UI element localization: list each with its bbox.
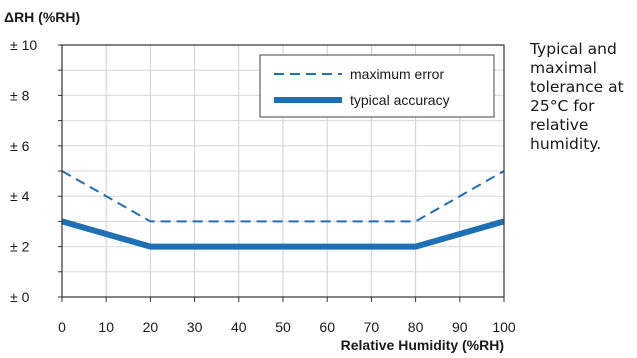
series: [61, 170, 505, 250]
x-tick-label: 60: [319, 319, 335, 335]
x-tick-label: 100: [492, 319, 516, 335]
x-tick-label: 70: [364, 319, 380, 335]
x-axis-title: Relative Humidity (%RH): [341, 337, 504, 353]
x-tick-label: 90: [452, 319, 468, 335]
y-tick-label: ± 2: [10, 239, 30, 255]
x-tick-label: 20: [143, 319, 159, 335]
y-axis-title: ΔRH (%RH): [4, 9, 80, 25]
y-tick-label: ± 0: [10, 289, 30, 305]
series-typical-accuracy-line: [61, 218, 505, 250]
y-tick-label: ± 10: [10, 37, 37, 53]
x-tick-label: 80: [408, 319, 424, 335]
legend-label-typical-accuracy: typical accuracy: [350, 92, 450, 108]
chart-caption: Typical and maximal tolerance at 25°C fo…: [530, 40, 624, 153]
x-tick-label: 50: [275, 319, 291, 335]
y-tick-label: ± 4: [10, 188, 30, 204]
x-tick-label: 30: [187, 319, 203, 335]
plot-frame: [61, 44, 505, 298]
x-ticks: 0 10 20 30 40 50 60 70 80 90 100: [58, 297, 516, 335]
x-tick-label: 0: [58, 319, 66, 335]
legend-box: [259, 54, 495, 118]
y-tick-label: ± 8: [10, 87, 30, 103]
legend: maximum error typical accuracy: [259, 54, 495, 118]
series-maximum-error-line: [61, 170, 505, 223]
y-tick-label: ± 6: [10, 138, 30, 154]
x-tick-label: 10: [98, 319, 114, 335]
y-ticks: ± 0 ± 2 ± 4 ± 6 ± 8 ± 10: [10, 37, 62, 305]
legend-label-maximum-error: maximum error: [350, 66, 444, 82]
x-tick-label: 40: [231, 319, 247, 335]
